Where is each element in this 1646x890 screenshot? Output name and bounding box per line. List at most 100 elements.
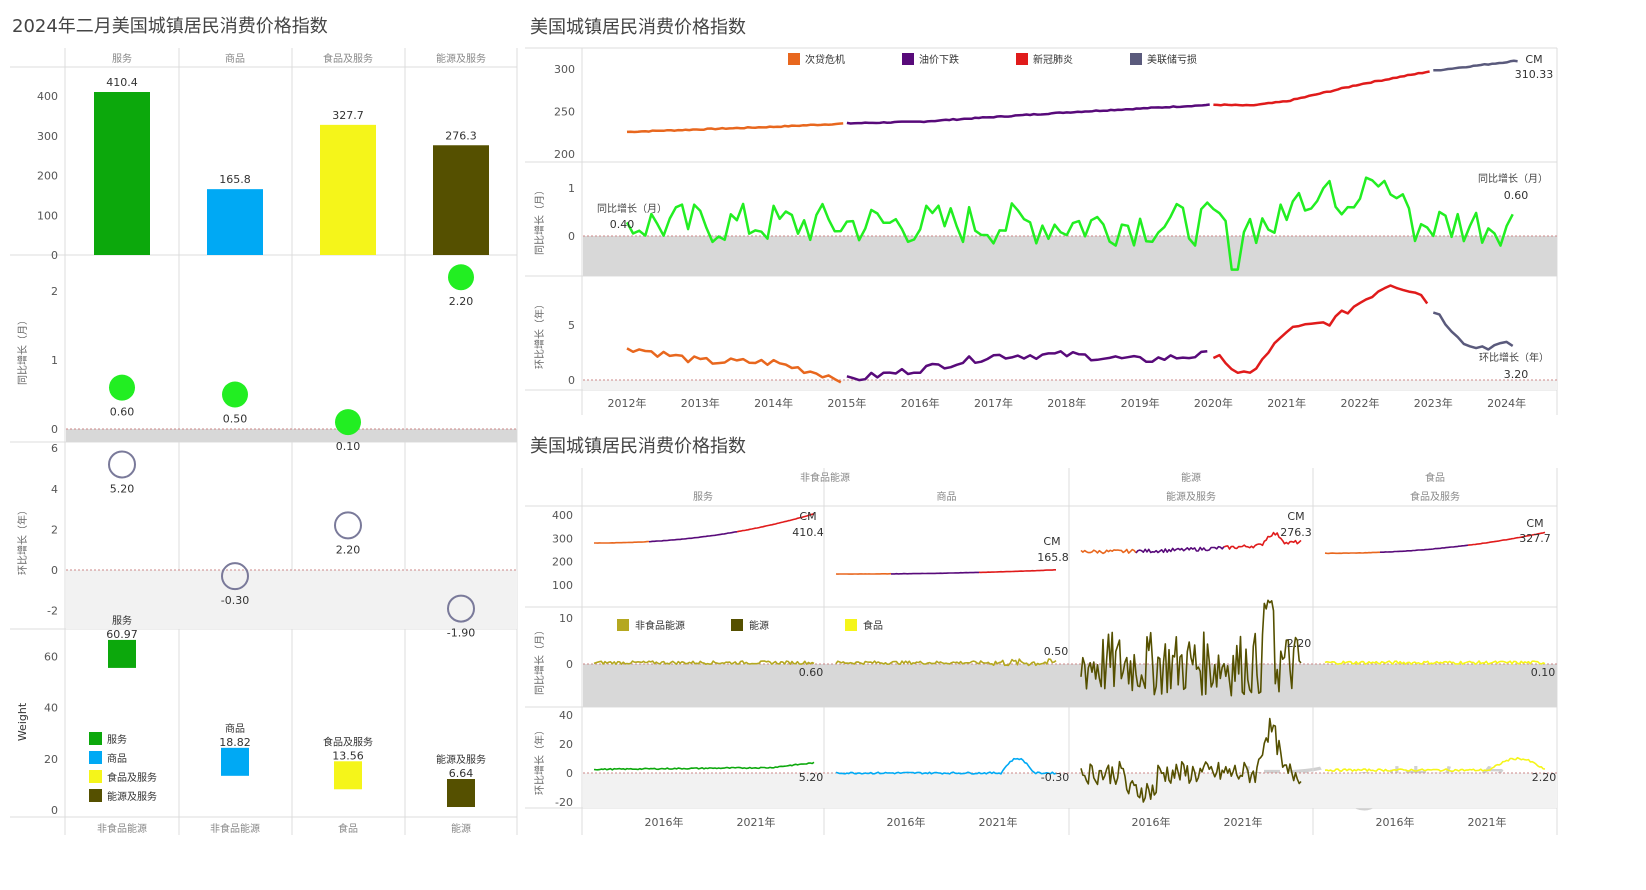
- rb-cpi-line-3-0: [1324, 551, 1380, 555]
- rb-year-1-1: 2021年: [979, 815, 1018, 829]
- rb-mom-line-2: [1080, 717, 1302, 803]
- left-footer-2: 食品: [338, 822, 358, 835]
- rb-yoy-end-0: 0.60: [799, 666, 824, 679]
- left-legend-label-1: 商品: [107, 752, 127, 765]
- rb-yoy-line-0: [593, 660, 815, 665]
- left-mom-label-2: 2.20: [336, 543, 361, 556]
- left-weight-ylabel: Weight: [16, 702, 29, 741]
- rb-mom-line-0: [593, 761, 815, 771]
- rt-legend-label-2: 新冠肺炎: [1033, 53, 1073, 66]
- left-weight-square-0: [108, 639, 136, 668]
- rt-yoy-tick-1: 1: [568, 182, 575, 195]
- left-weight-square-3: [447, 779, 475, 808]
- rb-cpi-line-1-2: [978, 569, 1056, 574]
- left-mom-label-0: 5.20: [110, 482, 135, 495]
- rt-mom-line-2: [1212, 284, 1429, 375]
- rt-mom-tick-1: 5: [568, 319, 575, 332]
- left-legend-swatch-2: [89, 770, 102, 783]
- rt-yoy-negative-band: [583, 236, 1557, 276]
- rb-cpi-line-3-1: [1380, 544, 1469, 553]
- left-weight-square-1: [221, 747, 249, 776]
- left-cpi-bar-1: [207, 189, 263, 255]
- rb-legend-swatch-2: [845, 619, 857, 631]
- left-footer-1: 非食品能源: [210, 822, 260, 835]
- left-yoy-label-0: 0.60: [110, 406, 135, 419]
- rt-legend-swatch-1: [902, 53, 914, 65]
- rb-mom-line-1: [835, 757, 1057, 775]
- left-header-0: 服务: [112, 52, 132, 65]
- left-mom-tick-1: 0: [51, 564, 58, 577]
- left-weight-tick-1: 20: [44, 753, 58, 766]
- rb-cpi-end-0: 410.4: [792, 526, 824, 539]
- left-mom-tick-0: -2: [47, 605, 58, 618]
- rb-cpi-end-3: 327.7: [1519, 532, 1551, 545]
- left-legend-label-2: 食品及服务: [107, 771, 157, 784]
- right-top-title: 美国城镇居民消费价格指数: [530, 17, 746, 38]
- rb-year-0-1: 2021年: [737, 815, 776, 829]
- rb-sub-header-0: 服务: [693, 490, 713, 503]
- left-cpi-label-0: 410.4: [106, 76, 138, 89]
- rb-group-header-1: 能源: [1181, 471, 1201, 484]
- left-cpi-tick-4: 400: [37, 90, 58, 103]
- left-mom-tick-3: 4: [51, 483, 58, 496]
- left-mom-tick-2: 2: [51, 523, 58, 536]
- rb-mom-line-3: [1324, 756, 1546, 772]
- left-weight-cat-0: 服务: [112, 614, 132, 627]
- rb-yoy-line-2: [1080, 599, 1302, 697]
- left-yoy-ylabel: 同比增长（月）: [16, 315, 29, 385]
- rt-year-7: 2019年: [1121, 396, 1160, 410]
- rb-yoy-ylabel: 同比增长（月）: [533, 625, 546, 695]
- rt-cpi-line-2: [1213, 70, 1430, 107]
- rb-cpi-line-0-1: [648, 531, 738, 543]
- rb-cpi-tick-1: 200: [552, 556, 573, 569]
- rt-cpi-tick-1: 250: [554, 106, 575, 119]
- rb-year-2-1: 2021年: [1224, 815, 1263, 829]
- rt-yoy-end-value: 0.60: [1504, 189, 1529, 202]
- rb-cpi-cm-3: CM: [1526, 517, 1543, 530]
- rb-legend-label-0: 非食品能源: [635, 619, 685, 632]
- left-mom-circle-1: [221, 562, 249, 591]
- rt-yoy-start-value: 0.40: [610, 218, 635, 231]
- rb-legend-swatch-0: [617, 619, 629, 631]
- rt-mom-ylabel: 环比增长（年）: [533, 299, 546, 369]
- rb-yoy-tick-0: 0: [566, 658, 573, 671]
- rb-yoy-line-3: [1324, 660, 1546, 665]
- left-yoy-dot-3: [448, 264, 474, 291]
- rb-cpi-line-2-0: [1080, 548, 1137, 555]
- rt-yoy-line: [625, 176, 1514, 271]
- left-mom-label-3: -1.90: [447, 627, 475, 640]
- rb-cpi-line-0-2: [736, 513, 815, 533]
- rb-mom-negative-band: [583, 773, 1557, 808]
- rt-cpi-line-1: [846, 103, 1210, 125]
- rt-cpi-cm-label: CM: [1525, 53, 1542, 66]
- rb-group-header-0: 非食品能源: [800, 471, 850, 484]
- left-weight-cat-3: 能源及服务: [436, 753, 486, 766]
- left-header-2: 食品及服务: [323, 52, 373, 65]
- left-header-1: 商品: [225, 52, 245, 65]
- left-cpi-bar-0: [94, 92, 150, 255]
- rb-yoy-negative-band: [583, 664, 1557, 707]
- left-legend-swatch-1: [89, 751, 102, 764]
- rb-cpi-cm-0: CM: [799, 510, 816, 523]
- left-yoy-tick-2: 2: [51, 285, 58, 298]
- rb-group-header-2: 食品: [1425, 471, 1445, 484]
- rb-cpi-cm-2: CM: [1287, 510, 1304, 523]
- left-header-3: 能源及服务: [436, 52, 486, 65]
- rb-mom-tick-1: 0: [566, 767, 573, 780]
- left-mom-negative-band: [66, 570, 517, 629]
- rb-mom-end-0: 5.20: [799, 771, 824, 784]
- rt-mom-line-0: [626, 347, 842, 384]
- left-weight-cat-2: 食品及服务: [323, 735, 373, 748]
- left-legend-label-0: 服务: [107, 733, 127, 746]
- rt-yoy-ylabel: 同比增长（月）: [533, 185, 546, 255]
- rb-year-1-0: 2016年: [887, 815, 926, 829]
- rt-yoy-tick-0: 0: [568, 230, 575, 243]
- left-cpi-bar-3: [433, 145, 489, 255]
- rb-yoy-tick-1: 10: [559, 612, 573, 625]
- left-cpi-bar-2: [320, 124, 376, 255]
- left-yoy-dot-1: [222, 381, 248, 408]
- rb-cpi-end-1: 165.8: [1037, 551, 1069, 564]
- left-title: 2024年二月美国城镇居民消费价格指数: [12, 16, 328, 37]
- rt-year-3: 2015年: [827, 396, 866, 410]
- left-yoy-label-1: 0.50: [223, 413, 248, 426]
